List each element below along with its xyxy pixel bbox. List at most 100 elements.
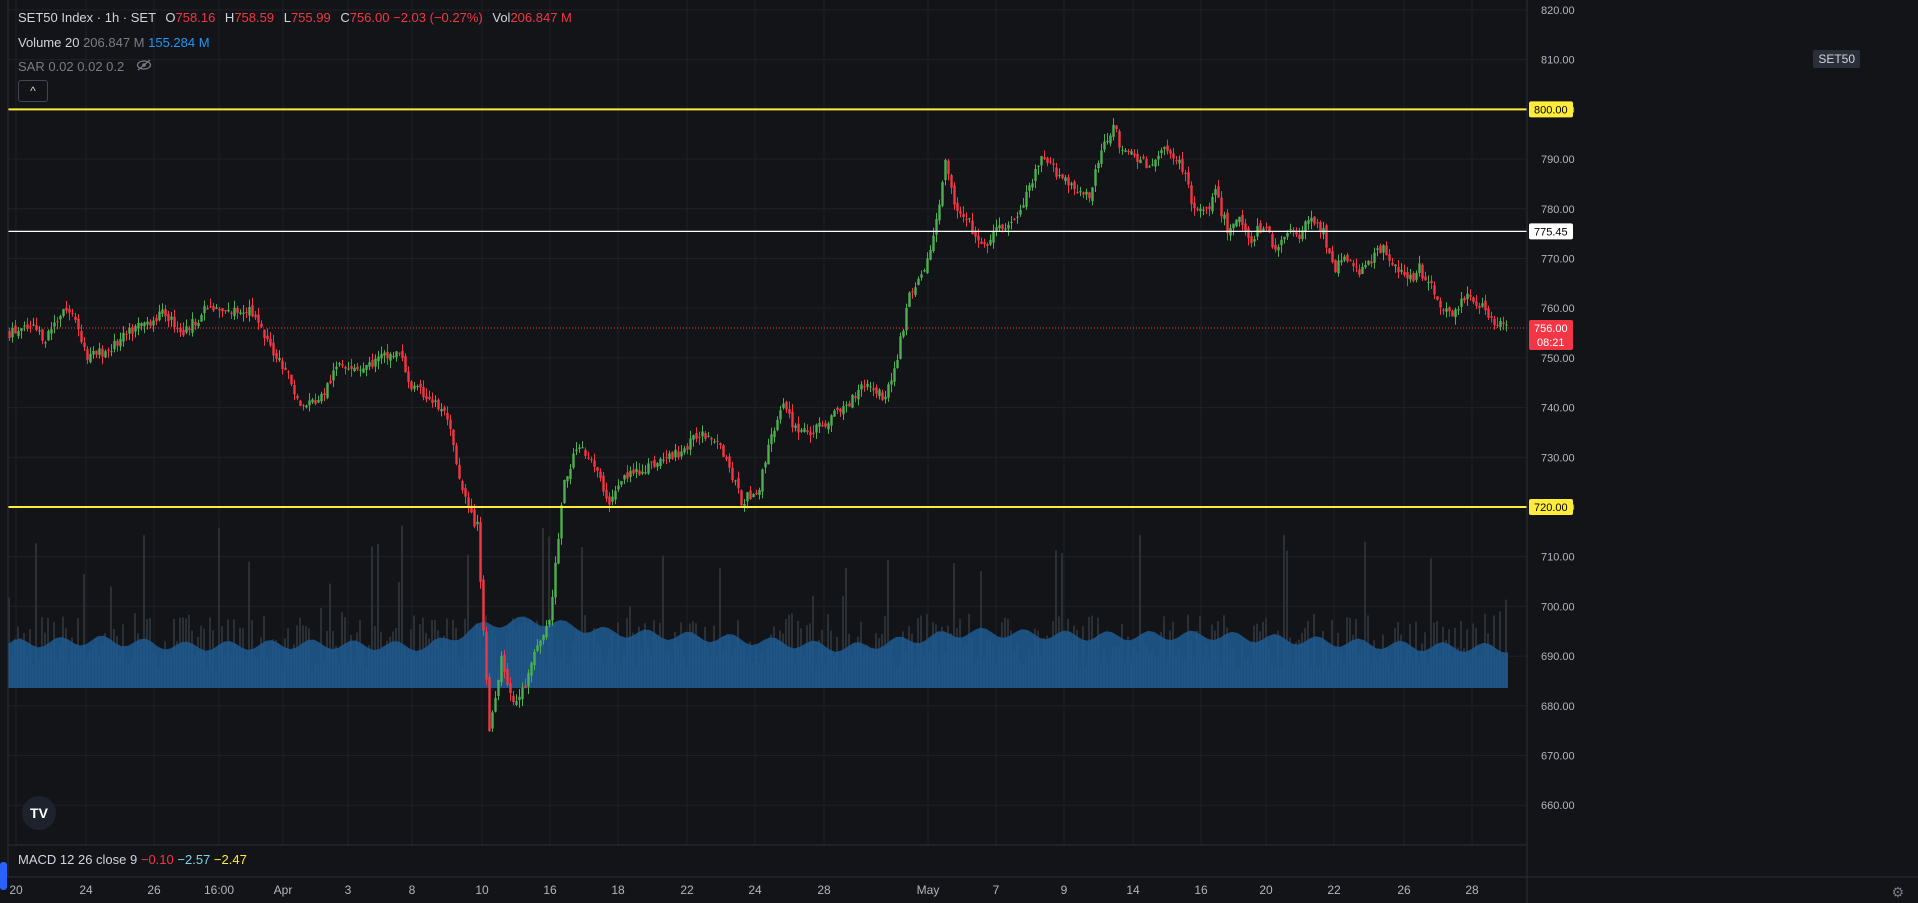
candle-body [119, 338, 122, 347]
candle-body [218, 308, 221, 311]
candle-body [1316, 222, 1319, 224]
symbol-title[interactable]: SET50 Index · 1h · SET [18, 10, 156, 25]
candle-body [707, 435, 710, 437]
settings-gear-icon[interactable]: ⚙ [1891, 884, 1904, 900]
volume-bar [542, 527, 544, 688]
candle-body [1235, 219, 1238, 227]
candle-body [1454, 309, 1457, 318]
candle-body [224, 310, 227, 312]
candle-body [326, 383, 329, 398]
volume-bar [35, 543, 37, 688]
sar-legend[interactable]: SAR 0.02 0.02 0.2 [18, 59, 152, 74]
x-tick-label: 8 [409, 883, 416, 897]
candle-body [1307, 220, 1310, 224]
candle-body [1460, 298, 1463, 307]
candle-body [278, 357, 281, 361]
candle-body [776, 419, 779, 430]
volume-legend[interactable]: Volume 20 206.847 M 155.284 M [18, 35, 210, 50]
candle-body [749, 490, 752, 499]
time-axis[interactable]: 20 24 26 16:00 Apr 3 8 10 16 18 22 24 28 May 7 9 14 16 20 2… [9, 883, 1479, 897]
volume-legend-value-2: 155.284 M [148, 35, 210, 50]
candle-body [1193, 202, 1196, 209]
horizontal-lines[interactable] [8, 108, 1527, 508]
candle-body [1271, 234, 1274, 248]
candle-body [431, 399, 434, 403]
candle-body [560, 505, 563, 539]
volume-bar [1283, 534, 1285, 688]
candle-body [1478, 305, 1481, 308]
candle-body [1175, 160, 1178, 162]
candle-body [569, 468, 572, 480]
pane-resize-handle[interactable] [0, 862, 7, 890]
candle-body [1076, 191, 1079, 193]
candle-body [944, 159, 947, 180]
candle-body [458, 464, 461, 479]
candle-body [386, 351, 389, 359]
candle-body [527, 672, 530, 687]
main-legend: SET50 Index · 1h · SET O758.16 H758.59 L… [18, 10, 572, 25]
candle-body [47, 330, 50, 341]
candle-body [38, 330, 41, 332]
candle-body [788, 409, 791, 414]
candle-body [260, 323, 263, 328]
candle-body [869, 386, 872, 388]
candle-body [461, 481, 464, 491]
candle-body [581, 447, 584, 449]
price-axis[interactable]: 820.00 810.00 800.00 790.00 780.00 770.00 760.… [1526, 0, 1918, 903]
candle-body [110, 351, 113, 353]
candle-body [722, 445, 725, 457]
candle-body [1127, 151, 1130, 153]
tradingview-logo-icon[interactable]: TV [22, 796, 56, 830]
candle-body [65, 307, 68, 311]
volume-legend-name: Volume 20 [18, 35, 80, 50]
candle-body [827, 423, 830, 430]
candle-body [56, 321, 59, 323]
candle-body [401, 350, 404, 359]
candle-body [1055, 167, 1058, 177]
candle-body [1091, 187, 1094, 202]
candle-body [995, 227, 998, 231]
candle-body [1475, 301, 1478, 306]
candle-body [857, 389, 860, 400]
candle-body [395, 351, 398, 358]
candle-body [305, 405, 308, 408]
candle-body [1259, 223, 1262, 233]
candle-body [1385, 245, 1388, 256]
countdown-label: 08:21 [1537, 337, 1565, 349]
candle-body [404, 356, 407, 373]
price-label-box [1529, 499, 1573, 515]
volume-bar [1430, 558, 1432, 688]
candle-body [815, 424, 818, 433]
macd-legend[interactable]: MACD 12 26 close 9 −0.10 −2.57 −2.47 [18, 852, 247, 867]
y-tick-label: 750.00 [1541, 353, 1575, 365]
candle-body [965, 218, 968, 220]
candle-body [1286, 232, 1289, 237]
candle-body [1298, 234, 1301, 239]
candle-body [41, 329, 44, 341]
candle-body [626, 472, 629, 479]
x-tick-label: 22 [1327, 883, 1341, 897]
last-price-label: 756.00 [1534, 323, 1568, 335]
candle-body [1352, 263, 1355, 267]
candle-body [128, 327, 131, 334]
candle-body [131, 327, 134, 334]
candle-body [1124, 150, 1127, 152]
candle-body [1133, 153, 1136, 156]
candle-body [542, 635, 545, 641]
candle-body [716, 440, 719, 442]
x-tick-label: 24 [79, 883, 93, 897]
collapse-legend-button[interactable]: ^ [18, 80, 48, 102]
candle-body [167, 314, 170, 321]
candle-body [1376, 248, 1379, 250]
candle-body [32, 324, 35, 326]
candle-body [155, 318, 158, 322]
candle-body [905, 307, 908, 331]
candle-body [1160, 150, 1163, 154]
candle-body [146, 321, 149, 325]
hidden-eye-icon[interactable] [136, 59, 152, 74]
candle-body [1043, 157, 1046, 159]
candle-body [1253, 239, 1256, 242]
vol-value: 206.847 M [510, 10, 572, 25]
candle-body [365, 364, 368, 370]
